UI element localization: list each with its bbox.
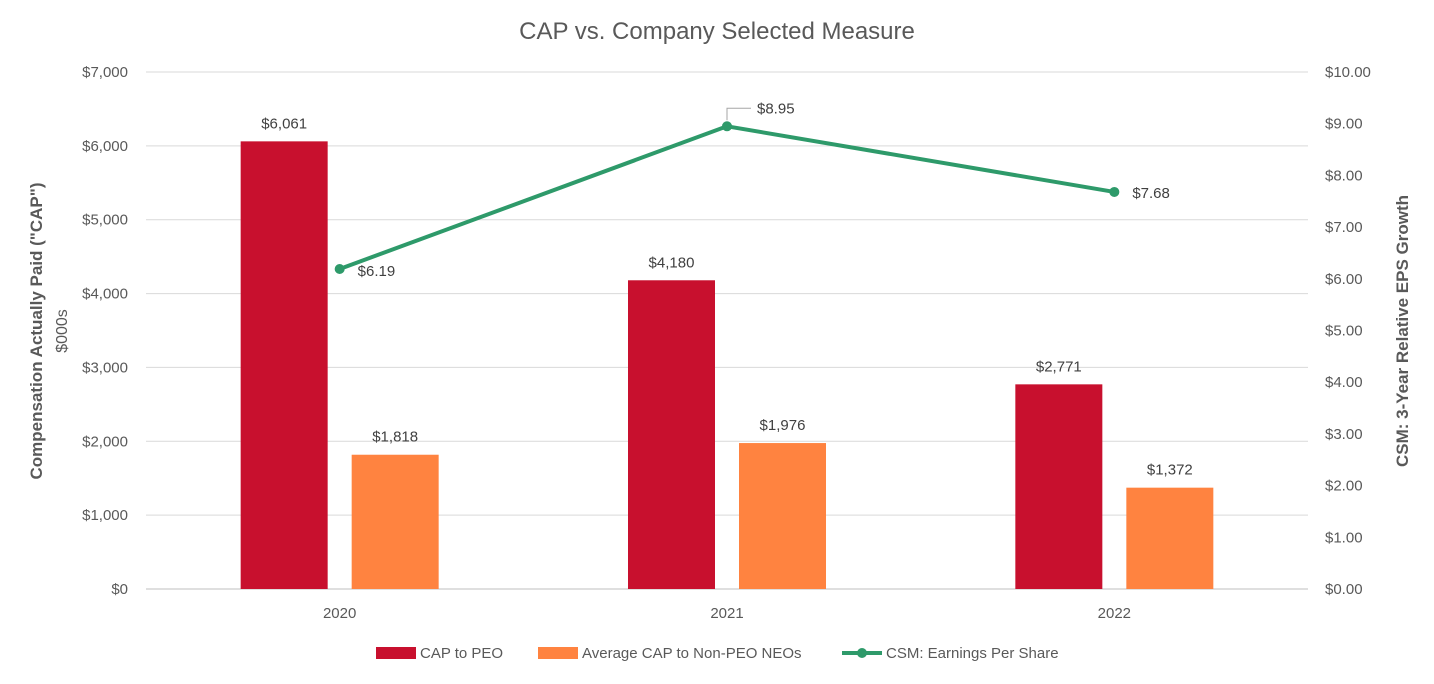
legend-marker (857, 648, 867, 658)
legend-label: CAP to PEO (420, 645, 503, 662)
y2-tick-label: $6.00 (1325, 271, 1363, 288)
data-label: $1,976 (760, 417, 806, 434)
legend-label: CSM: Earnings Per Share (886, 645, 1059, 662)
y-tick-label: $3,000 (82, 359, 128, 376)
data-label: $7.68 (1132, 185, 1170, 202)
data-labels: $6,061 $4,180 $2,771 $1,818 $1,976 $1,372 $6.1… (261, 100, 1193, 478)
y2-tick-label: $8.00 (1325, 167, 1363, 184)
bar (1126, 487, 1214, 589)
data-label: $8.95 (757, 100, 795, 117)
x-tick-label: 2022 (1098, 605, 1131, 622)
line-point (1109, 186, 1120, 197)
legend-swatch (376, 647, 416, 659)
y-axis-title: Compensation Actually Paid ("CAP") (27, 183, 46, 480)
y-axis-subtitle: $000s (54, 309, 71, 353)
y-tick-label: $2,000 (82, 433, 128, 450)
data-label: $1,818 (372, 429, 418, 446)
bars (240, 141, 1214, 589)
y2-tick-label: $10.00 (1325, 64, 1371, 81)
line-series (334, 121, 1120, 274)
leader-line (726, 107, 751, 121)
bar (1015, 384, 1103, 589)
y2-tick-label: $9.00 (1325, 116, 1363, 133)
bar (240, 141, 328, 589)
line-point (334, 263, 345, 274)
y2-tick-label: $3.00 (1325, 426, 1363, 443)
data-label: $6.19 (358, 263, 396, 280)
y-tick-label: $1,000 (82, 507, 128, 524)
legend-label: Average CAP to Non-PEO NEOs (582, 645, 802, 662)
axes: $0 $1,000 $2,000 $3,000 $4,000 $5,000 $6,000 $7… (82, 64, 1371, 622)
y2-tick-label: $5.00 (1325, 323, 1363, 340)
legend-swatch (538, 647, 578, 659)
y2-tick-label: $1.00 (1325, 529, 1363, 546)
y2-axis-title: CSM: 3-Year Relative EPS Growth (1393, 195, 1412, 467)
legend-item: CSM: Earnings Per Share (842, 645, 1059, 662)
y2-tick-label: $7.00 (1325, 219, 1363, 236)
bar (628, 280, 715, 589)
data-label: $4,180 (649, 254, 695, 271)
y-tick-label: $4,000 (82, 286, 128, 303)
legend-item: Average CAP to Non-PEO NEOs (538, 645, 802, 662)
y-tick-label: $6,000 (82, 138, 128, 155)
line-point (722, 121, 732, 132)
gridlines (146, 71, 1308, 590)
x-tick-label: 2021 (710, 605, 743, 622)
legend-item: CAP to PEO (376, 645, 503, 662)
legend: CAP to PEO Average CAP to Non-PEO NEOs CSM… (376, 645, 1059, 662)
series-line (338, 124, 1115, 271)
bar (739, 443, 826, 589)
x-tick-label: 2020 (323, 605, 356, 622)
y2-tick-label: $2.00 (1325, 478, 1363, 495)
y-tick-label: $0 (111, 581, 128, 598)
y2-tick-label: $0.00 (1325, 581, 1363, 598)
bar (351, 454, 439, 589)
y2-tick-label: $4.00 (1325, 374, 1363, 391)
data-label: $2,771 (1036, 358, 1082, 375)
data-label: $1,372 (1147, 462, 1193, 479)
y-tick-label: $5,000 (82, 212, 128, 229)
chart-title: CAP vs. Company Selected Measure (519, 18, 915, 45)
y-tick-label: $7,000 (82, 64, 128, 81)
data-label: $6,061 (261, 115, 307, 132)
